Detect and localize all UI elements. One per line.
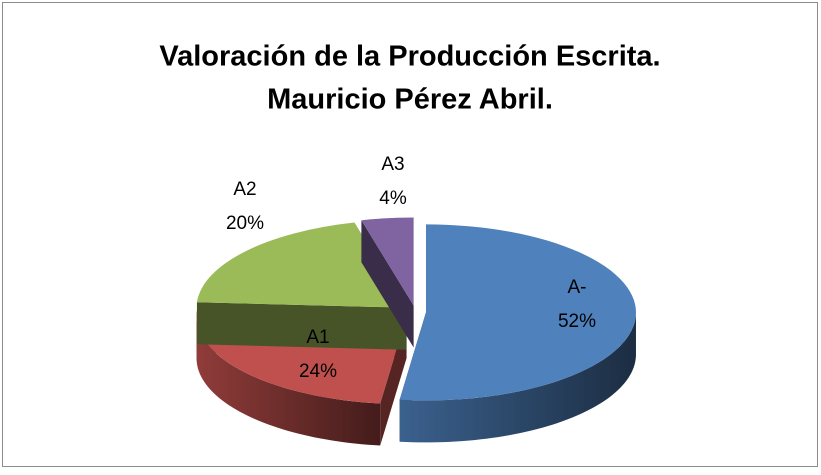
data-label-category: A1: [306, 327, 329, 348]
data-label-category: A-: [568, 277, 587, 298]
data-label-value: 52%: [558, 311, 596, 332]
slice-wall: [196, 302, 407, 350]
slice-top: [361, 217, 414, 306]
pie-slice: [399, 224, 636, 443]
chart-title: Mauricio Pérez Abril.: [267, 84, 553, 116]
slice-side: [399, 312, 636, 443]
chart-title: Valoración de la Producción Escrita.: [159, 41, 660, 73]
pie-slice: [361, 217, 414, 348]
slice-top: [399, 224, 636, 401]
slice-wall: [361, 220, 414, 348]
data-label-category: A3: [381, 154, 404, 175]
slice-top: [196, 222, 407, 308]
data-label-category: A2: [233, 179, 256, 200]
data-label-value: 24%: [299, 361, 337, 382]
data-label-value: 20%: [226, 213, 264, 234]
data-label-value: 4%: [379, 188, 407, 209]
slice-side: [196, 316, 381, 446]
